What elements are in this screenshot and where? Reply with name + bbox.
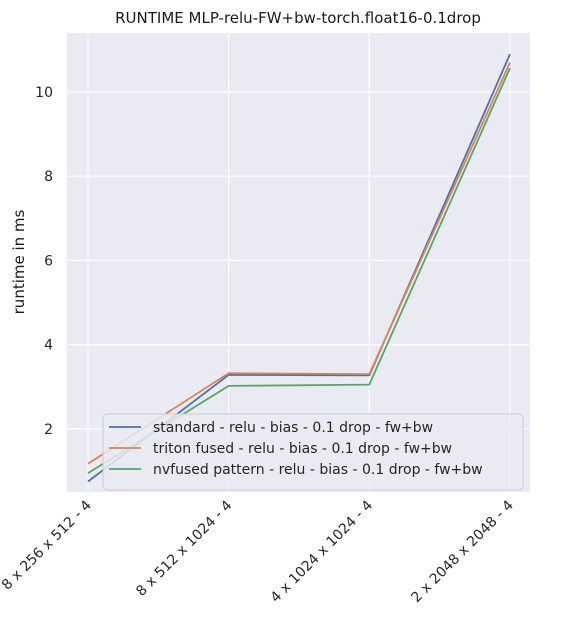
x-tick-label: 4 x 1024 x 1024 - 4 [268,497,377,606]
legend-label: triton fused - relu - bias - 0.1 drop - … [153,441,452,457]
legend-label: standard - relu - bias - 0.1 drop - fw+b… [153,420,433,436]
x-tick-label: 8 x 512 x 1024 - 4 [133,497,235,599]
y-axis-label: runtime in ms [10,209,28,314]
y-tick-label: 10 [35,85,53,101]
x-tick-label: 8 x 256 x 512 - 4 [0,497,95,593]
legend-label: nvfused pattern - relu - bias - 0.1 drop… [153,462,483,478]
legend-box [102,413,524,491]
y-tick-label: 6 [44,253,53,269]
chart-title: RUNTIME MLP-relu-FW+bw-torch.float16-0.1… [115,9,481,27]
y-tick-label: 2 [44,422,53,438]
y-tick-labels: 2 4 6 8 10 [35,85,53,438]
x-tick-labels: 8 x 256 x 512 - 4 8 x 512 x 1024 - 4 4 x 1… [0,497,517,606]
y-tick-label: 8 [44,169,53,185]
legend: standard - relu - bias - 0.1 drop - fw+b… [102,413,524,491]
y-tick-label: 4 [44,338,53,354]
x-tick-label: 2 x 2048 x 2048 - 4 [408,497,517,606]
